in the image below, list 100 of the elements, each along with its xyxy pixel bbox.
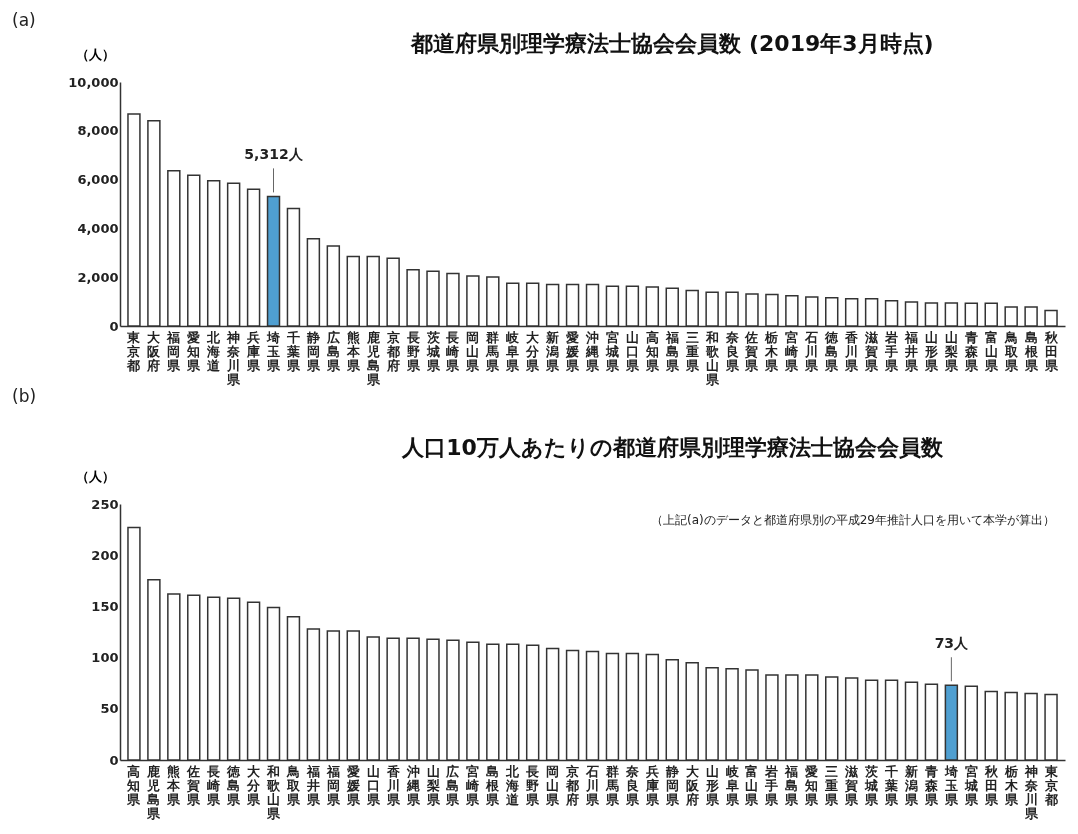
- y-tick-label: 0: [109, 752, 119, 768]
- x-tick-label: 静岡県: [305, 329, 321, 373]
- y-tick-label: 10,000: [68, 74, 119, 90]
- x-tick-label: 島根県: [485, 763, 501, 807]
- x-tick-label: 宮崎県: [784, 329, 800, 373]
- x-tick-label: 高知県: [126, 763, 142, 807]
- x-tick-label: 滋賀県: [844, 763, 860, 807]
- x-tick-label: 鹿児島県: [365, 329, 381, 387]
- x-tick-label: 京都府: [385, 329, 400, 373]
- y-axis-title: （人）: [76, 46, 115, 62]
- y-tick-label: 100: [91, 650, 119, 666]
- x-tick-label: 奈良県: [624, 763, 640, 807]
- x-tick-label: 青森県: [923, 763, 939, 807]
- y-tick-label: 2,000: [77, 269, 119, 285]
- x-tick-label: 福岡県: [325, 763, 341, 807]
- y-tick-label: 4,000: [77, 220, 119, 236]
- x-tick-label: 栃木県: [764, 329, 780, 373]
- x-tick-label: 徳島県: [226, 763, 242, 807]
- x-tick-label: 沖縄県: [585, 329, 600, 373]
- x-tick-label: 香川県: [844, 329, 860, 373]
- chart-title: 都道府県別理学療法士協会会員数 (2019年3月時点): [410, 31, 934, 56]
- x-tick-label: 茨城県: [425, 329, 441, 373]
- x-tick-label: 鳥取県: [1003, 329, 1019, 373]
- x-tick-label: 岐阜県: [724, 763, 740, 807]
- x-tick-label: 奈良県: [724, 329, 740, 373]
- x-tick-label: 静岡県: [664, 763, 680, 807]
- x-tick-label: 群馬県: [485, 329, 501, 373]
- x-tick-label: 茨城県: [864, 763, 880, 807]
- x-tick-label: 広島県: [325, 329, 341, 373]
- x-tick-label: 沖縄県: [405, 763, 421, 807]
- x-tick-label: 岩手県: [884, 329, 900, 373]
- x-tick-label: 長崎県: [445, 329, 461, 373]
- x-tick-label: 山口県: [624, 329, 640, 373]
- y-axis-title: （人）: [76, 468, 115, 484]
- x-tick-label: 福島県: [664, 329, 680, 373]
- x-tick-label: 香川県: [385, 763, 401, 807]
- x-tick-label: 福井県: [903, 329, 919, 373]
- x-tick-label: 富山県: [744, 763, 760, 807]
- x-tick-label: 神奈川県: [226, 329, 242, 387]
- x-tick-label: 千葉県: [285, 329, 301, 373]
- chart-title: 人口10万人あたりの都道府県別理学療法士協会会員数: [401, 435, 944, 460]
- text: (b): [12, 386, 37, 406]
- x-tick-label: 兵庫県: [644, 763, 660, 807]
- x-tick-label: 山梨県: [943, 329, 959, 373]
- x-tick-label: 鹿児島県: [146, 763, 162, 821]
- x-tick-label: 山形県: [923, 329, 939, 373]
- x-tick-label: 和歌山県: [266, 763, 282, 821]
- y-tick-label: 8,000: [77, 123, 119, 139]
- x-tick-label: 群馬県: [604, 763, 620, 807]
- x-tick-label: 長崎県: [206, 763, 222, 807]
- y-tick-label: 50: [100, 701, 119, 717]
- x-tick-label: 島根県: [1023, 329, 1039, 373]
- x-tick-label: 和歌山県: [704, 329, 720, 387]
- x-tick-label: 埼玉県: [266, 329, 282, 373]
- x-tick-label: 大分県: [246, 763, 262, 807]
- x-tick-label: 福島県: [784, 763, 800, 807]
- x-tick-label: 高知県: [644, 329, 660, 373]
- x-tick-label: 新潟県: [903, 763, 919, 807]
- x-tick-label: 富山県: [983, 329, 999, 373]
- y-tick-label: 150: [91, 598, 119, 614]
- x-tick-label: 埼玉県: [943, 763, 959, 807]
- x-tick-label: 秋田県: [983, 763, 999, 807]
- x-tick-label: 愛媛県: [565, 329, 581, 373]
- x-tick-label: 宮崎県: [465, 763, 481, 807]
- x-tick-label: 京都府: [565, 763, 580, 807]
- x-tick-label: 秋田県: [1043, 329, 1059, 373]
- x-tick-label: 青森県: [963, 329, 979, 373]
- x-tick-label: 福井県: [305, 763, 321, 807]
- x-tick-label: 熊本県: [166, 763, 182, 807]
- y-tick-label: 6,000: [77, 172, 119, 188]
- x-tick-label: 愛媛県: [345, 763, 361, 807]
- x-tick-label: 宮城県: [963, 763, 979, 807]
- x-tick-label: 福岡県: [166, 329, 182, 373]
- x-tick-label: 宮城県: [604, 329, 620, 373]
- x-tick-label: 山形県: [704, 763, 720, 807]
- x-tick-label: 東京都: [1043, 763, 1059, 807]
- x-tick-label: 石川県: [804, 329, 820, 373]
- y-tick-label: 0: [109, 318, 119, 334]
- x-tick-label: 佐賀県: [186, 763, 202, 807]
- x-tick-label: 佐賀県: [744, 329, 760, 373]
- x-tick-label: 神奈川県: [1023, 763, 1039, 821]
- x-tick-label: 熊本県: [345, 329, 361, 373]
- annotation: （上記(a)のデータと都道府県別の平成29年推計人口を用いて本学が算出）: [651, 513, 1055, 527]
- x-tick-label: 岩手県: [764, 763, 780, 807]
- x-tick-label: 岐阜県: [505, 329, 521, 373]
- x-tick-label: 愛知県: [186, 329, 202, 373]
- x-tick-label: 大阪府: [146, 329, 162, 373]
- x-tick-label: 新潟県: [545, 329, 561, 373]
- x-tick-label: 大阪府: [684, 763, 700, 807]
- annotation: 73人: [934, 635, 970, 652]
- x-tick-label: 滋賀県: [864, 329, 880, 373]
- x-tick-label: 三重県: [684, 329, 700, 373]
- text: (a): [12, 10, 36, 30]
- x-tick-label: 岡山県: [465, 329, 481, 373]
- x-tick-label: 大分県: [525, 329, 541, 373]
- x-tick-label: 山梨県: [425, 763, 441, 807]
- y-tick-label: 250: [91, 496, 119, 512]
- x-tick-label: 東京都: [126, 329, 142, 373]
- x-tick-label: 長野県: [405, 329, 421, 373]
- x-tick-label: 千葉県: [884, 763, 900, 807]
